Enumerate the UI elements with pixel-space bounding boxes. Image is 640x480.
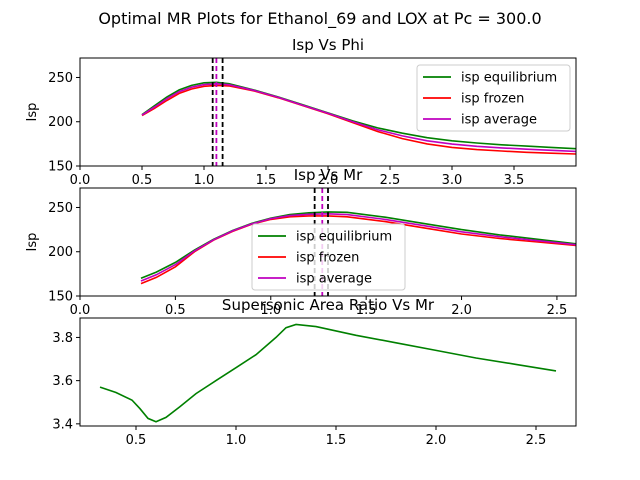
y-tick-label: 250 — [48, 201, 73, 216]
subplot-title: Supersonic Area Ratio Vs Mr — [222, 296, 435, 314]
legend-box — [416, 64, 571, 132]
subplot-1: 0.0 0.5 1.0 1.5 2.0 2.5 3.0 3.5 150 200 250 Isp Vs … — [25, 36, 577, 188]
subplot-2: 0.0 0.5 1.0 1.5 2.0 2.5 150 200 250 Isp Vs Mr Isp i… — [25, 166, 577, 318]
x-tick-label: 2.5 — [526, 433, 547, 448]
y-tick-label: 150 — [48, 290, 73, 305]
y-tick-label: 3.4 — [52, 417, 73, 432]
x-tick-label: 0.0 — [70, 173, 91, 188]
subplot-3: 0.5 1.0 1.5 2.0 2.5 3.4 3.6 3.8 Supersonic Area … — [52, 296, 577, 448]
x-tick-label: 3.0 — [442, 173, 463, 188]
legend: isp equilibrium isp frozen isp average — [251, 223, 406, 291]
y-tick-label: 3.8 — [52, 331, 73, 346]
legend-entry-label: isp frozen — [461, 92, 524, 107]
y-tick-label: 200 — [48, 115, 73, 130]
x-tick-label: 0.5 — [165, 303, 186, 318]
x-tick-label: 1.0 — [194, 173, 215, 188]
x-tick-label: 3.5 — [504, 173, 525, 188]
x-tick-label: 0.5 — [132, 173, 153, 188]
axes-frame — [79, 317, 577, 427]
x-tick-label: 0.0 — [70, 303, 91, 318]
x-tick-label: 2.0 — [451, 303, 472, 318]
x-tick-label: 2.5 — [547, 303, 568, 318]
legend-entry-label: isp equilibrium — [461, 71, 557, 86]
subplot-title: Isp Vs Mr — [294, 166, 363, 184]
legend-entry-label: isp equilibrium — [296, 230, 392, 245]
series-line-2 — [140, 215, 576, 285]
legend: isp equilibrium isp frozen isp average — [416, 64, 571, 132]
x-tick-label: 1.0 — [260, 303, 281, 318]
subplots: 0.0 0.5 1.0 1.5 2.0 2.5 3.0 3.5 150 200 250 Isp Vs … — [25, 36, 577, 448]
y-tick-label: 250 — [48, 71, 73, 86]
series-line-1 — [140, 211, 576, 280]
x-tick-label: 1.5 — [256, 173, 277, 188]
y-axis-label: Isp — [25, 233, 40, 252]
y-axis-label: Isp — [25, 103, 40, 122]
series-line-3 — [141, 82, 576, 153]
legend-entry-label: isp average — [461, 113, 537, 128]
series-line-1 — [99, 323, 557, 423]
x-tick-label: 2.0 — [318, 173, 339, 188]
figure-suptitle: Optimal MR Plots for Ethanol_69 and LOX … — [98, 9, 541, 29]
legend-box — [251, 223, 406, 291]
legend-entry-label: isp frozen — [296, 251, 359, 266]
x-tick-label: 1.0 — [226, 433, 247, 448]
y-tick-label: 200 — [48, 245, 73, 260]
axes-frame — [79, 187, 577, 297]
y-tick-label: 3.6 — [52, 374, 73, 389]
x-tick-label: 2.0 — [426, 433, 447, 448]
legend-entry-label: isp average — [296, 272, 372, 287]
x-tick-label: 1.5 — [326, 433, 347, 448]
x-tick-label: 0.5 — [126, 433, 147, 448]
x-tick-label: 2.5 — [380, 173, 401, 188]
y-tick-label: 150 — [48, 160, 73, 175]
subplot-title: Isp Vs Phi — [292, 36, 364, 54]
series-line-3 — [140, 212, 576, 282]
x-tick-label: 1.5 — [356, 303, 377, 318]
